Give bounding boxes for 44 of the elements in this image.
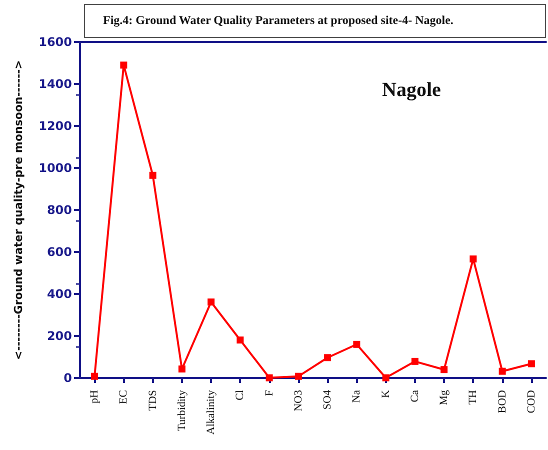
x-tick-label: COD bbox=[525, 390, 538, 414]
annotation: Nagole bbox=[382, 79, 441, 101]
x-tick-label: Ca bbox=[408, 390, 421, 402]
x-tick-label: SO4 bbox=[322, 390, 334, 410]
y-tick-label: 1200 bbox=[38, 119, 72, 133]
x-tick-label: NO3 bbox=[292, 390, 304, 412]
point bbox=[382, 374, 390, 382]
point bbox=[411, 358, 418, 365]
x-tick-label: Cl bbox=[234, 390, 246, 400]
point bbox=[470, 255, 477, 262]
point bbox=[91, 372, 98, 380]
point bbox=[440, 366, 448, 374]
point bbox=[236, 336, 244, 344]
y-tick-label: 400 bbox=[46, 287, 72, 301]
y-tick-label: 0 bbox=[64, 371, 72, 385]
y-tick-label: 800 bbox=[46, 203, 72, 217]
point bbox=[208, 298, 215, 306]
point bbox=[178, 365, 186, 372]
x-tick-label: EC bbox=[118, 390, 130, 404]
point bbox=[149, 172, 156, 179]
y-tick-label: 600 bbox=[46, 245, 72, 259]
x-tick-label: Mg bbox=[438, 390, 450, 406]
point bbox=[294, 372, 302, 380]
y-axis-title: <--------Ground water quality-pre monsoon------> bbox=[12, 60, 25, 360]
point bbox=[324, 354, 332, 362]
x-tick-label: BOD bbox=[496, 390, 508, 414]
x-tick-label: Na bbox=[350, 390, 363, 403]
y-tick-label: 1600 bbox=[38, 35, 72, 49]
y-tick-label: 1400 bbox=[38, 77, 72, 91]
x-tick-label: TH bbox=[467, 390, 480, 405]
chart-title: Fig.4: Ground Water Quality Parameters at proposed site-4- Nagole. bbox=[84, 4, 546, 38]
y-tick-label: 200 bbox=[46, 329, 72, 343]
point bbox=[498, 368, 506, 375]
point bbox=[120, 62, 128, 69]
x-tick-label: TDS bbox=[146, 390, 159, 411]
point bbox=[266, 374, 273, 382]
point bbox=[353, 340, 360, 348]
y-tick-label: 1000 bbox=[38, 161, 72, 175]
point bbox=[528, 360, 535, 368]
x-tick-label: K bbox=[380, 390, 392, 398]
x-tick-label: F bbox=[263, 390, 276, 396]
x-tick-label: pH bbox=[88, 390, 101, 404]
x-tick-label: Turbidity bbox=[176, 390, 188, 432]
x-tick-label: Alkalinity bbox=[205, 390, 218, 435]
